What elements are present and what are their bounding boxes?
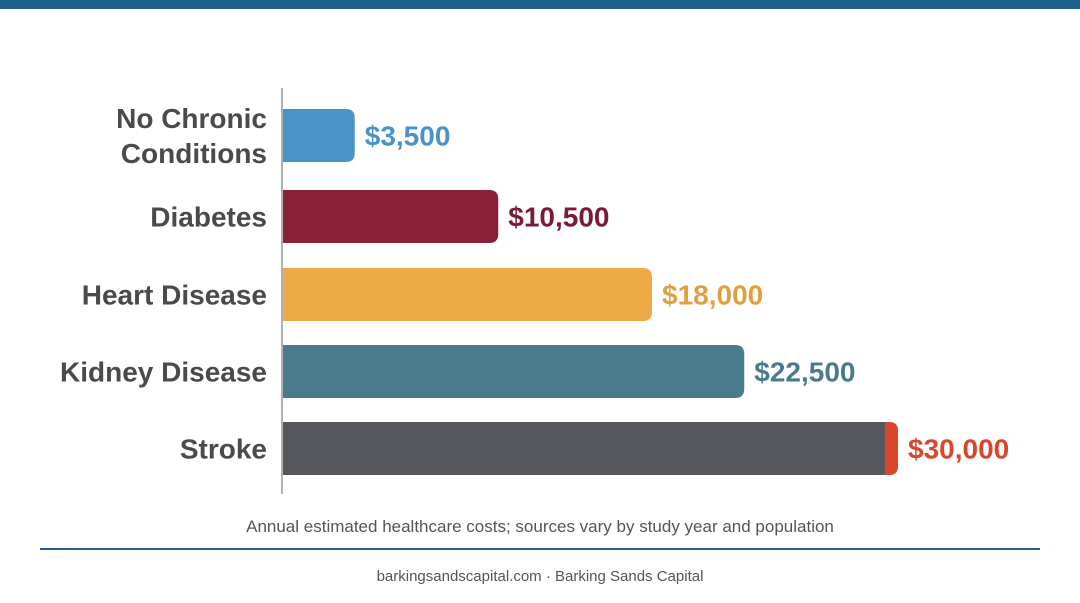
value-label-stroke: $30,000 [908, 434, 1009, 465]
bar-heart-disease [283, 268, 652, 321]
footer-divider [40, 548, 1040, 550]
bar-accent-cap [885, 422, 898, 475]
category-label-diabetes: Diabetes [150, 202, 267, 233]
footer-text: barkingsandscapital.com · Barking Sands … [376, 568, 704, 585]
bar-no-chronic-conditions [283, 109, 355, 162]
value-label-no-chronic-conditions: $3,500 [365, 121, 451, 152]
chart-caption: Annual estimated healthcare costs; sourc… [246, 517, 834, 536]
bar-kidney-disease [283, 345, 745, 398]
category-label-kidney-disease: Kidney Disease [60, 357, 267, 388]
value-label-kidney-disease: $22,500 [754, 357, 855, 388]
category-label-stroke: Stroke [180, 434, 267, 465]
category-label-heart-disease: Heart Disease [82, 280, 267, 311]
value-label-diabetes: $10,500 [508, 202, 609, 233]
bar-chart: No Chronic Conditions Diabetes Heart Diseas… [60, 88, 1009, 494]
category-label-no-chronic-conditions: No Chronic Conditions [116, 103, 267, 169]
bar-stroke [283, 422, 898, 475]
bar-diabetes [283, 190, 499, 243]
top-accent-bar [0, 0, 1080, 9]
value-label-heart-disease: $18,000 [662, 280, 763, 311]
